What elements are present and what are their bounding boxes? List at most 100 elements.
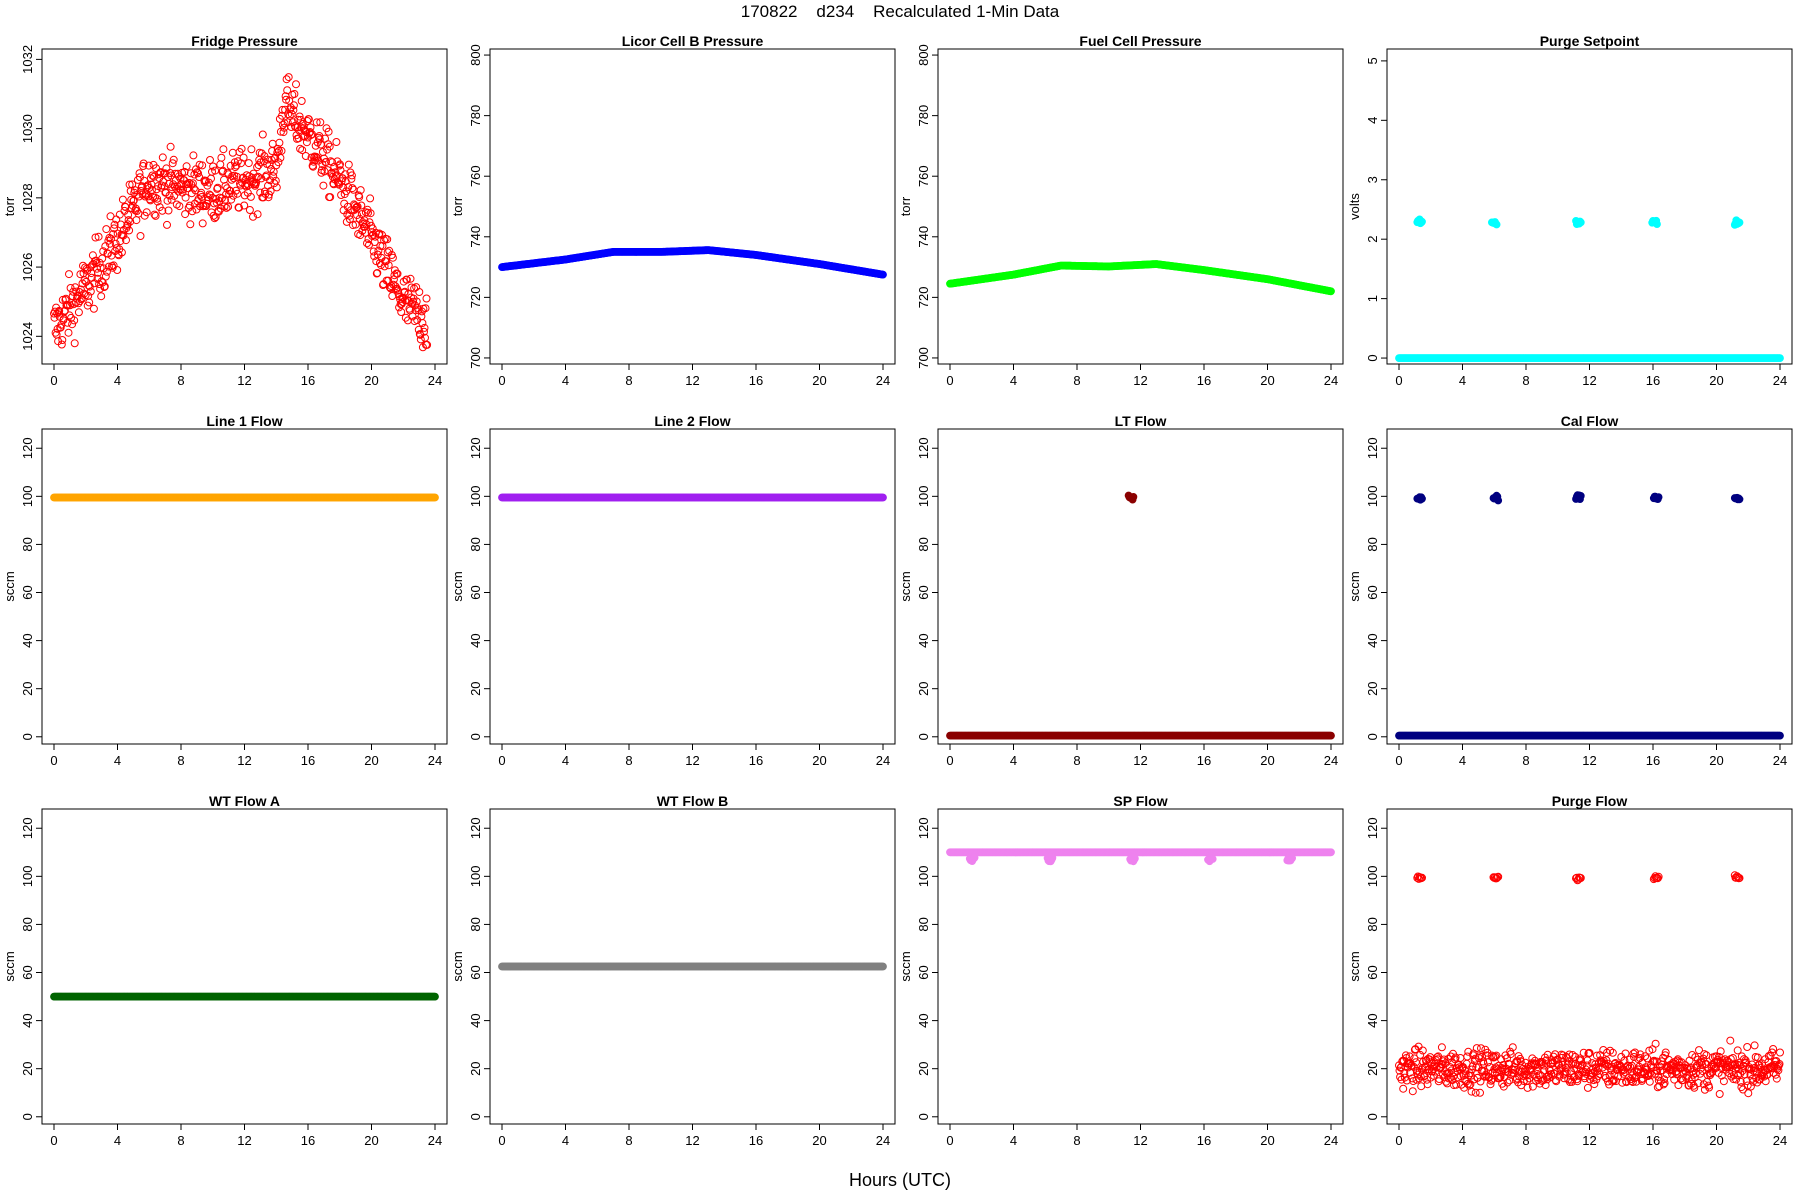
x-tick-label: 8 bbox=[1522, 753, 1529, 768]
data-point bbox=[270, 179, 279, 188]
data-point bbox=[119, 231, 128, 240]
data-point bbox=[224, 202, 233, 211]
y-axis-label: sccm bbox=[898, 571, 913, 601]
x-tick-label: 4 bbox=[1459, 373, 1466, 388]
data-point bbox=[70, 339, 79, 348]
x-tick-label: 12 bbox=[237, 753, 251, 768]
y-tick-label: 760 bbox=[468, 165, 483, 187]
x-tick-label: 0 bbox=[946, 753, 953, 768]
data-point bbox=[254, 161, 263, 170]
data-point bbox=[217, 153, 226, 162]
data-point bbox=[287, 110, 296, 119]
data-point bbox=[244, 159, 253, 168]
y-tick-label: 740 bbox=[916, 226, 931, 248]
data-point bbox=[1418, 494, 1426, 503]
data-point bbox=[272, 183, 281, 192]
plot-frame bbox=[41, 428, 448, 745]
x-tick-label: 16 bbox=[1197, 753, 1211, 768]
y-tick-label: 80 bbox=[468, 917, 483, 931]
data-point bbox=[229, 191, 238, 200]
data-point bbox=[215, 197, 224, 205]
data-point bbox=[187, 180, 196, 189]
data-point bbox=[402, 275, 411, 284]
panel-title: LT Flow bbox=[1115, 413, 1167, 429]
y-tick-label: 20 bbox=[468, 681, 483, 695]
x-tick-label: 0 bbox=[946, 373, 953, 388]
data-point bbox=[296, 144, 305, 153]
y-tick-label: 3 bbox=[1365, 176, 1380, 183]
data-point bbox=[342, 187, 351, 196]
y-axis-label: sccm bbox=[450, 951, 465, 981]
data-point bbox=[287, 123, 296, 131]
y-tick-label: 20 bbox=[20, 1061, 35, 1075]
data-point bbox=[318, 148, 327, 156]
x-tick-label: 8 bbox=[625, 373, 632, 388]
data-point bbox=[253, 163, 262, 172]
x-tick-label: 0 bbox=[50, 1133, 57, 1148]
data-point bbox=[1418, 217, 1426, 226]
panel-title: WT Flow B bbox=[657, 793, 729, 809]
data-point bbox=[150, 172, 158, 181]
data-point bbox=[1327, 287, 1335, 296]
data-point bbox=[247, 145, 256, 154]
data-point bbox=[383, 248, 392, 257]
data-point bbox=[235, 203, 243, 212]
data-point bbox=[154, 170, 163, 179]
x-tick-label: 16 bbox=[1646, 753, 1660, 768]
y-tick-label: 700 bbox=[468, 347, 483, 369]
data-point bbox=[384, 261, 393, 270]
data-point bbox=[181, 210, 190, 219]
data-point bbox=[181, 193, 190, 202]
data-point bbox=[378, 242, 387, 250]
data-point bbox=[102, 225, 111, 234]
x-tick-label: 16 bbox=[1646, 373, 1660, 388]
y-tick-label: 40 bbox=[1365, 633, 1380, 647]
x-tick-label: 8 bbox=[1073, 753, 1080, 768]
x-tick-label: 16 bbox=[301, 373, 315, 388]
data-point bbox=[85, 298, 94, 307]
data-point bbox=[324, 127, 333, 136]
data-point bbox=[245, 206, 254, 214]
data-point bbox=[325, 142, 334, 151]
y-tick-label: 20 bbox=[916, 681, 931, 695]
data-point bbox=[165, 191, 174, 200]
data-point bbox=[197, 193, 206, 201]
data-point bbox=[115, 210, 124, 219]
data-point bbox=[380, 262, 389, 271]
data-point bbox=[308, 130, 316, 139]
data-point bbox=[50, 313, 59, 322]
data-point bbox=[324, 140, 333, 149]
panel-title: Cal Flow bbox=[1561, 413, 1619, 429]
data-point bbox=[118, 195, 127, 204]
data-point bbox=[277, 146, 286, 155]
data-point bbox=[185, 178, 194, 187]
data-point bbox=[258, 130, 267, 139]
data-point bbox=[158, 206, 167, 215]
data-point bbox=[414, 306, 423, 314]
data-point bbox=[391, 282, 400, 291]
x-tick-label: 20 bbox=[812, 753, 826, 768]
x-tick-label: 0 bbox=[1395, 373, 1402, 388]
data-point bbox=[221, 195, 229, 204]
data-point bbox=[204, 178, 213, 187]
x-tick-label: 12 bbox=[1582, 373, 1596, 388]
data-point bbox=[107, 234, 115, 243]
x-tick-label: 0 bbox=[50, 753, 57, 768]
data-point bbox=[138, 190, 147, 199]
y-tick-label: 60 bbox=[468, 585, 483, 599]
data-point bbox=[189, 151, 198, 160]
data-point bbox=[345, 211, 354, 220]
data-point bbox=[363, 239, 371, 248]
y-tick-label: 120 bbox=[20, 437, 35, 459]
data-point bbox=[139, 159, 148, 168]
y-axis-label: sccm bbox=[2, 571, 17, 601]
data-point bbox=[51, 307, 59, 316]
data-point bbox=[332, 138, 341, 146]
data-point bbox=[109, 230, 118, 239]
data-point bbox=[393, 269, 402, 278]
y-tick-label: 60 bbox=[20, 585, 35, 599]
